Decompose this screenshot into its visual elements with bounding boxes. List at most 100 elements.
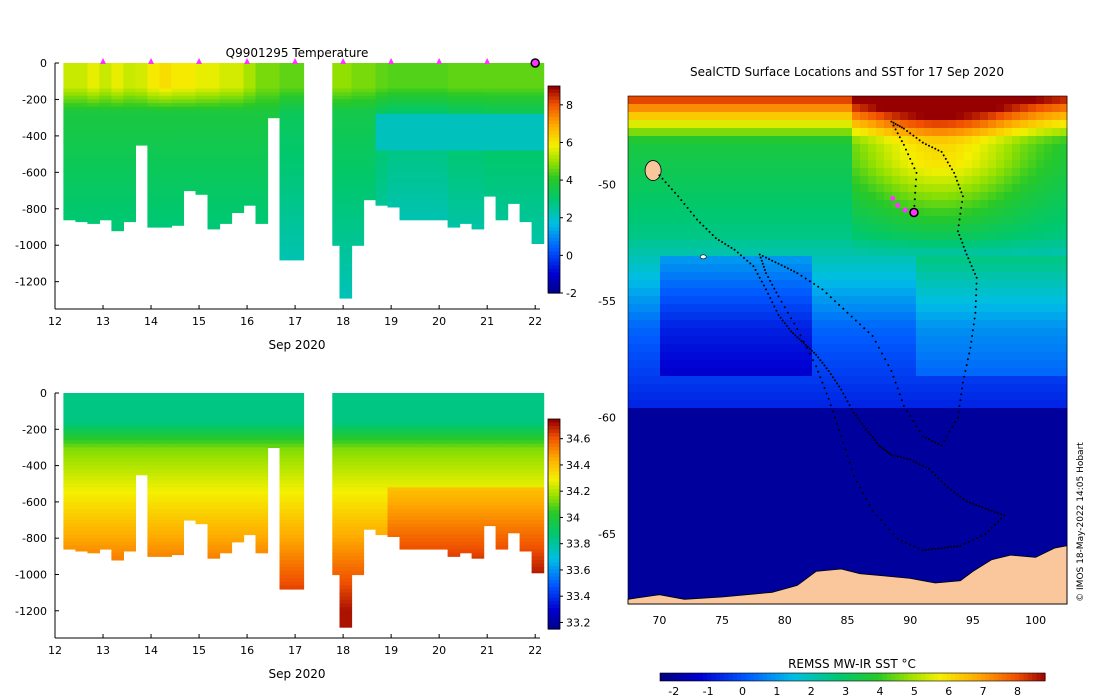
profile-cell xyxy=(519,161,533,166)
profile-cell xyxy=(183,462,197,467)
sst-cell xyxy=(668,296,677,305)
profile-cell xyxy=(339,223,353,228)
profile-cell xyxy=(123,146,136,151)
colorbar-swatch xyxy=(548,478,560,483)
colorbar-swatch xyxy=(548,137,560,142)
profile-cell xyxy=(279,216,293,221)
x-tick-label: 18 xyxy=(336,315,350,328)
profile-cell xyxy=(111,143,124,148)
sst-cell xyxy=(1060,288,1068,297)
profile-cell xyxy=(507,440,521,445)
profile-cell xyxy=(519,146,533,151)
profile-cell xyxy=(519,443,533,448)
profile-cell xyxy=(159,501,172,507)
profile-cell xyxy=(471,462,485,467)
profile-cell xyxy=(519,411,533,416)
sst-cell xyxy=(684,200,693,209)
profile-cell xyxy=(423,73,437,79)
profile-cell xyxy=(243,498,257,503)
profile-cell xyxy=(159,396,172,401)
profile-cell xyxy=(351,223,365,228)
profile-cell xyxy=(447,212,461,217)
sst-cell xyxy=(724,184,733,193)
sst-map: SealCTD Surface Locations and SST for 17… xyxy=(598,65,1086,698)
profile-cell xyxy=(375,179,389,184)
profile-cell xyxy=(291,414,305,419)
profile-cell xyxy=(63,110,76,115)
profile-cell xyxy=(99,458,112,463)
profile-cell xyxy=(171,454,184,459)
sst-cell xyxy=(860,280,869,289)
sst-cell xyxy=(868,224,877,233)
profile-cell xyxy=(495,520,509,525)
sst-cell xyxy=(892,168,901,177)
profile-cell xyxy=(339,259,353,264)
profile-cell xyxy=(507,183,521,188)
profile-cell xyxy=(332,121,345,126)
profile-cell xyxy=(459,520,473,525)
profile-cell xyxy=(231,509,245,514)
profile-cell xyxy=(63,157,76,162)
sst-cell xyxy=(636,168,645,177)
sst-cell xyxy=(796,120,805,129)
profile-cell xyxy=(495,530,509,536)
profile-cell xyxy=(219,414,233,419)
profile-cell xyxy=(279,234,293,239)
sst-cell xyxy=(652,288,661,297)
sst-cell xyxy=(676,168,685,177)
sst-cell xyxy=(772,136,781,145)
profile-cell xyxy=(339,146,353,151)
profile-cell xyxy=(339,465,353,470)
profile-cell xyxy=(207,208,221,213)
sst-cell xyxy=(724,288,733,297)
profile-cell xyxy=(399,205,413,210)
profile-cell xyxy=(255,186,269,192)
profile-cell xyxy=(255,393,269,398)
profile-cell xyxy=(363,454,377,459)
sst-cell xyxy=(948,256,957,265)
profile-cell xyxy=(411,157,425,162)
profile-cell xyxy=(399,135,413,141)
profile-cell xyxy=(399,128,413,133)
sst-cell xyxy=(972,240,981,249)
profile-cell xyxy=(291,201,305,206)
profile-cell xyxy=(195,505,209,510)
sst-cell xyxy=(676,272,685,281)
sst-cell xyxy=(716,256,725,265)
colorbar-swatch xyxy=(548,517,560,522)
profile-cell xyxy=(279,227,293,232)
profile-cell xyxy=(435,121,449,126)
profile-cell xyxy=(231,458,245,463)
profile-cell xyxy=(435,139,449,144)
profile-cell xyxy=(531,103,545,108)
profile-cell xyxy=(291,545,305,550)
profile-cell xyxy=(351,425,365,430)
sst-cell xyxy=(836,176,845,185)
profile-cell xyxy=(495,396,509,401)
sst-cell xyxy=(684,272,693,281)
profile-cell xyxy=(531,143,545,148)
sst-cell xyxy=(780,304,789,313)
sst-cell xyxy=(1028,240,1037,249)
sst-cell xyxy=(748,256,757,265)
profile-cell xyxy=(171,168,184,173)
sst-cell xyxy=(756,120,765,129)
profile-cell xyxy=(171,219,184,224)
profile-cell xyxy=(387,154,401,159)
profile-cell xyxy=(291,135,305,141)
profile-cell xyxy=(519,432,533,438)
profile-cell xyxy=(207,425,221,430)
sst-cell xyxy=(780,112,789,121)
profile-cell xyxy=(471,77,485,82)
profile-cell xyxy=(531,411,545,416)
profile-cell xyxy=(135,458,148,463)
colorbar-swatch xyxy=(548,182,560,187)
profile-cell xyxy=(495,165,509,170)
sst-cell xyxy=(812,288,821,297)
colorbar-swatch xyxy=(548,196,560,201)
profile-cell xyxy=(483,154,497,159)
profile-cell xyxy=(363,469,377,474)
sst-cell xyxy=(708,280,717,289)
profile-cell xyxy=(219,179,233,184)
sst-cell xyxy=(876,120,885,129)
